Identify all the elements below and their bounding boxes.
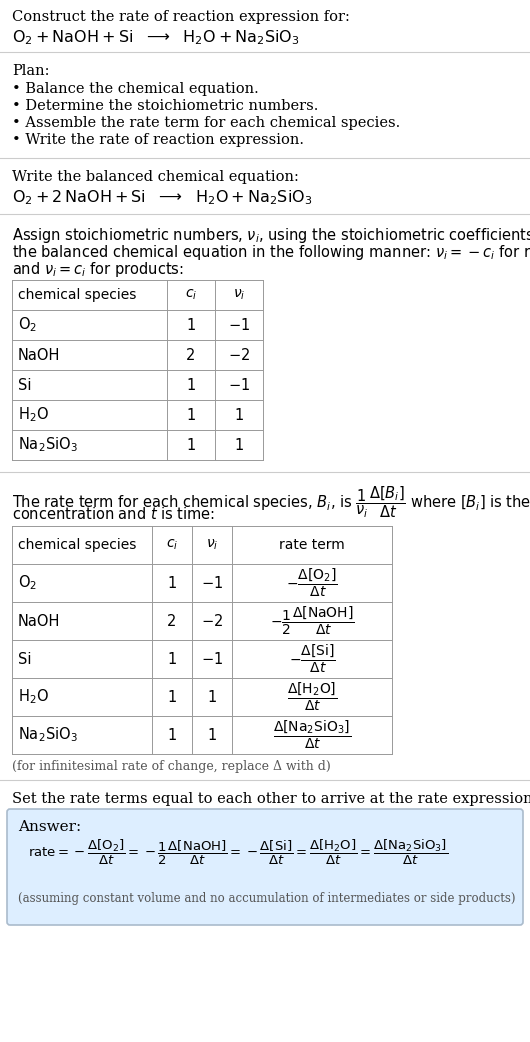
- Text: 1: 1: [167, 727, 176, 743]
- Text: and $\nu_i = c_i$ for products:: and $\nu_i = c_i$ for products:: [12, 260, 184, 279]
- Text: $-2$: $-2$: [228, 347, 250, 363]
- Text: the balanced chemical equation in the following manner: $\nu_i = -c_i$ for react: the balanced chemical equation in the fo…: [12, 243, 530, 262]
- Text: $\mathrm{O_2 + 2\,NaOH + Si\ \ \longrightarrow\ \ H_2O + Na_2SiO_3}$: $\mathrm{O_2 + 2\,NaOH + Si\ \ \longrigh…: [12, 188, 312, 206]
- Text: 1: 1: [167, 575, 176, 591]
- Text: $c_i$: $c_i$: [185, 288, 197, 302]
- Text: Write the balanced chemical equation:: Write the balanced chemical equation:: [12, 170, 299, 184]
- Text: $-\dfrac{1}{2}\dfrac{\Delta[\mathrm{NaOH}]}{\Delta t}$: $-\dfrac{1}{2}\dfrac{\Delta[\mathrm{NaOH…: [270, 604, 355, 637]
- Text: The rate term for each chemical species, $B_i$, is $\dfrac{1}{\nu_i}\dfrac{\Delt: The rate term for each chemical species,…: [12, 483, 530, 520]
- Text: $\mathrm{H_2O}$: $\mathrm{H_2O}$: [18, 688, 49, 706]
- Text: • Balance the chemical equation.: • Balance the chemical equation.: [12, 82, 259, 96]
- Text: $c_i$: $c_i$: [166, 538, 178, 552]
- Text: Set the rate terms equal to each other to arrive at the rate expression:: Set the rate terms equal to each other t…: [12, 792, 530, 807]
- Text: Assign stoichiometric numbers, $\nu_i$, using the stoichiometric coefficients, $: Assign stoichiometric numbers, $\nu_i$, …: [12, 226, 530, 245]
- Text: $\mathrm{H_2O}$: $\mathrm{H_2O}$: [18, 405, 49, 424]
- Text: $\mathrm{Na_2SiO_3}$: $\mathrm{Na_2SiO_3}$: [18, 725, 78, 744]
- Text: 1: 1: [167, 690, 176, 704]
- Text: • Determine the stoichiometric numbers.: • Determine the stoichiometric numbers.: [12, 99, 319, 113]
- Text: 2: 2: [187, 347, 196, 363]
- Text: $\mathrm{O_2 + NaOH + Si\ \ \longrightarrow\ \ H_2O + Na_2SiO_3}$: $\mathrm{O_2 + NaOH + Si\ \ \longrightar…: [12, 28, 299, 47]
- Text: $-\dfrac{\Delta[\mathrm{Si}]}{\Delta t}$: $-\dfrac{\Delta[\mathrm{Si}]}{\Delta t}$: [289, 643, 335, 675]
- Text: $\mathrm{rate} = -\dfrac{\Delta[\mathrm{O_2}]}{\Delta t} = -\dfrac{1}{2}\dfrac{\: $\mathrm{rate} = -\dfrac{\Delta[\mathrm{…: [28, 838, 448, 867]
- Text: NaOH: NaOH: [18, 347, 60, 363]
- Text: $\nu_i$: $\nu_i$: [206, 538, 218, 552]
- Text: 1: 1: [167, 651, 176, 667]
- Text: (for infinitesimal rate of change, replace Δ with d): (for infinitesimal rate of change, repla…: [12, 760, 331, 773]
- Text: $\mathrm{O_2}$: $\mathrm{O_2}$: [18, 316, 37, 334]
- Text: $\dfrac{\Delta[\mathrm{H_2O}]}{\Delta t}$: $\dfrac{\Delta[\mathrm{H_2O}]}{\Delta t}…: [287, 680, 337, 713]
- Text: $-1$: $-1$: [201, 651, 223, 667]
- Text: $-2$: $-2$: [201, 613, 223, 629]
- Text: $\dfrac{\Delta[\mathrm{Na_2SiO_3}]}{\Delta t}$: $\dfrac{\Delta[\mathrm{Na_2SiO_3}]}{\Del…: [273, 719, 351, 751]
- Text: 1: 1: [187, 318, 196, 332]
- Text: 1: 1: [207, 690, 217, 704]
- Text: 1: 1: [187, 438, 196, 452]
- Text: • Write the rate of reaction expression.: • Write the rate of reaction expression.: [12, 133, 304, 147]
- Text: 1: 1: [234, 438, 244, 452]
- Text: NaOH: NaOH: [18, 614, 60, 628]
- Text: chemical species: chemical species: [18, 538, 136, 552]
- Text: • Assemble the rate term for each chemical species.: • Assemble the rate term for each chemic…: [12, 116, 400, 130]
- Text: 1: 1: [234, 407, 244, 422]
- Text: 1: 1: [207, 727, 217, 743]
- Text: $\nu_i$: $\nu_i$: [233, 288, 245, 302]
- Text: Si: Si: [18, 651, 31, 667]
- Text: (assuming constant volume and no accumulation of intermediates or side products): (assuming constant volume and no accumul…: [18, 892, 516, 905]
- Text: Plan:: Plan:: [12, 64, 49, 78]
- FancyBboxPatch shape: [7, 809, 523, 925]
- Text: rate term: rate term: [279, 538, 345, 552]
- Text: Construct the rate of reaction expression for:: Construct the rate of reaction expressio…: [12, 10, 350, 24]
- Text: concentration and $t$ is time:: concentration and $t$ is time:: [12, 506, 215, 522]
- Text: $-1$: $-1$: [201, 575, 223, 591]
- Text: $-1$: $-1$: [228, 317, 250, 333]
- Text: 2: 2: [167, 614, 176, 628]
- Text: chemical species: chemical species: [18, 288, 136, 302]
- Text: $\mathrm{O_2}$: $\mathrm{O_2}$: [18, 574, 37, 592]
- Text: Answer:: Answer:: [18, 820, 81, 834]
- Text: Si: Si: [18, 377, 31, 393]
- Text: $-\dfrac{\Delta[\mathrm{O_2}]}{\Delta t}$: $-\dfrac{\Delta[\mathrm{O_2}]}{\Delta t}…: [286, 567, 338, 599]
- Text: 1: 1: [187, 407, 196, 422]
- Text: 1: 1: [187, 377, 196, 393]
- Text: $\mathrm{Na_2SiO_3}$: $\mathrm{Na_2SiO_3}$: [18, 436, 78, 454]
- Text: $-1$: $-1$: [228, 377, 250, 393]
